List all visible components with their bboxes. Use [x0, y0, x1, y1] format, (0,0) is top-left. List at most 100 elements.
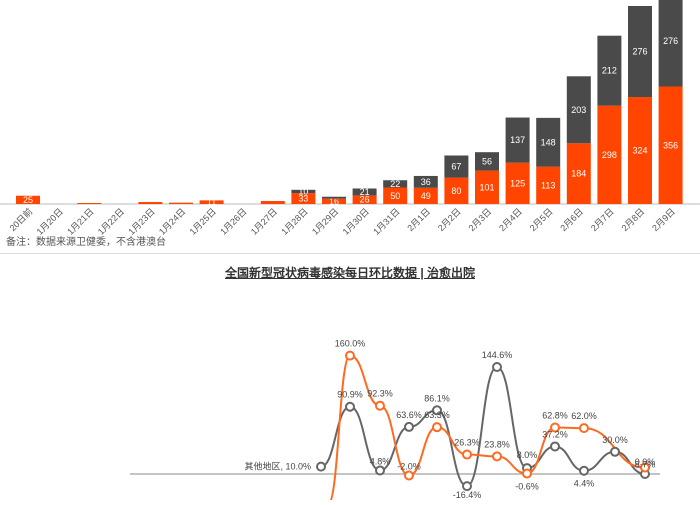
bar-segment-orange — [413, 187, 438, 204]
x-tick-label: 2月8日 — [620, 206, 647, 233]
data-point-gray — [345, 401, 355, 412]
bar-segment-orange — [658, 86, 683, 204]
point-label: 160.0% — [335, 339, 366, 349]
x-tick-label: 20日前 — [7, 206, 35, 234]
bar-value-label: 67 — [451, 162, 461, 172]
bar-value-label: 203 — [571, 105, 586, 115]
x-tick-label: 2月5日 — [528, 206, 555, 233]
series-line-gray — [320, 365, 646, 488]
bar-segment-gray — [566, 76, 591, 144]
bar-segment-gray — [291, 189, 316, 194]
bar-segment-orange — [169, 202, 193, 204]
point-label: 63.3% — [424, 410, 450, 420]
x-tick-label: 2月2日 — [436, 206, 463, 233]
panel-divider — [0, 253, 700, 254]
bar-value-label: 16 — [329, 196, 339, 206]
x-tick-label: 1月30日 — [341, 206, 371, 236]
point-label: 23.8% — [484, 439, 510, 449]
point-label: 8.7% — [635, 460, 656, 470]
point-label: 0.0% — [635, 457, 656, 467]
bar-segment-orange — [199, 200, 224, 204]
bar-value-label: 36 — [421, 177, 431, 187]
point-label: 26.3% — [454, 438, 480, 448]
bar-value-label: 80 — [451, 186, 461, 196]
line-chart-title: 全国新型冠状病毒感染每日环比数据 | 治愈出院 — [224, 266, 476, 280]
bar-value-label: 25 — [23, 195, 33, 205]
bar-segment-gray — [505, 117, 530, 163]
bar-segment-orange — [352, 195, 377, 204]
x-tick-label: 2月7日 — [589, 206, 616, 233]
bar-segment-gray — [475, 152, 499, 171]
point-label: 92.3% — [367, 389, 393, 399]
data-point-gray — [579, 465, 589, 476]
bar-value-label: 125 — [510, 178, 525, 188]
bar-value-label: 212 — [602, 66, 617, 76]
point-label: 62.8% — [542, 411, 568, 421]
bar-value-label: 184 — [571, 169, 586, 179]
point-label: -16.4% — [453, 490, 482, 500]
point-label: 4.4% — [574, 479, 595, 489]
point-label: -0.6% — [515, 482, 539, 492]
bar-segment-orange — [536, 166, 561, 204]
bar-segment-gray — [383, 180, 408, 188]
data-point-gray — [375, 465, 385, 476]
x-tick-label: 2月1日 — [405, 206, 432, 233]
bar-segment-orange — [322, 198, 346, 204]
bar-segment-orange — [77, 203, 102, 204]
bar-segment-orange — [628, 97, 652, 204]
bar-segment-gray — [658, 0, 683, 87]
data-point-orange — [375, 400, 385, 411]
x-tick-label: 1月26日 — [218, 206, 248, 236]
bar-value-label: 26 — [360, 195, 370, 205]
bar-segment-orange — [138, 202, 163, 204]
bar-segment-gray — [322, 196, 346, 199]
bar-segment-gray — [444, 155, 469, 178]
x-tick-label: 1月31日 — [371, 206, 401, 236]
x-tick-label: 1月27日 — [249, 206, 279, 236]
x-tick-label: 2月6日 — [558, 206, 585, 233]
bar-segment-gray — [352, 188, 377, 196]
point-label: 30.0% — [602, 435, 628, 445]
data-point-gray — [492, 361, 502, 372]
x-tick-label: 2月9日 — [650, 206, 677, 233]
bar-segment-orange — [597, 105, 622, 204]
data-point-orange — [640, 462, 650, 473]
data-point-gray — [316, 461, 326, 472]
point-label: 其他地区, 10.0% — [244, 461, 311, 472]
point-label: 90.9% — [337, 390, 363, 400]
point-label: 62.0% — [571, 411, 597, 421]
bar-value-label: 11 — [207, 197, 216, 207]
data-point-gray — [550, 441, 560, 452]
bar-value-label: 49 — [421, 191, 431, 201]
bar-value-label: 21 — [360, 187, 370, 197]
bar-value-label: 50 — [390, 191, 400, 201]
bar-segment-orange — [260, 201, 285, 204]
bar-segment-orange — [505, 162, 530, 204]
data-point-orange — [522, 468, 532, 479]
data-point-orange — [550, 422, 560, 433]
x-tick-label: 2月4日 — [497, 206, 524, 233]
bar-value-label: 137 — [510, 135, 525, 145]
point-label: 86.1% — [424, 393, 450, 403]
bar-segment-orange — [291, 193, 316, 204]
x-tick-label: 2月3日 — [467, 206, 494, 233]
bar-value-label: 56 — [482, 156, 492, 166]
bar-value-label: 276 — [663, 36, 678, 46]
bar-segment-gray — [597, 35, 622, 106]
data-point-gray — [432, 405, 442, 416]
bar-value-label: 33 — [298, 194, 308, 204]
data-point-orange — [345, 350, 355, 361]
chart-note: 备注：数据来源卫健委，不含港澳台 — [6, 237, 166, 248]
data-point-gray — [462, 481, 472, 492]
bar-segment-gray — [536, 117, 561, 167]
bar-value-label: 22 — [390, 179, 400, 189]
bar-value-label: 324 — [632, 146, 647, 156]
point-label: 63.6% — [396, 410, 422, 420]
point-label: 37.2% — [542, 429, 568, 439]
bar-value-label: 113 — [541, 180, 555, 190]
x-tick-label: 1月25日 — [188, 206, 218, 236]
bar-value-label: 10 — [298, 186, 308, 196]
data-point-orange — [462, 449, 472, 460]
point-label: -2.0% — [397, 461, 421, 471]
